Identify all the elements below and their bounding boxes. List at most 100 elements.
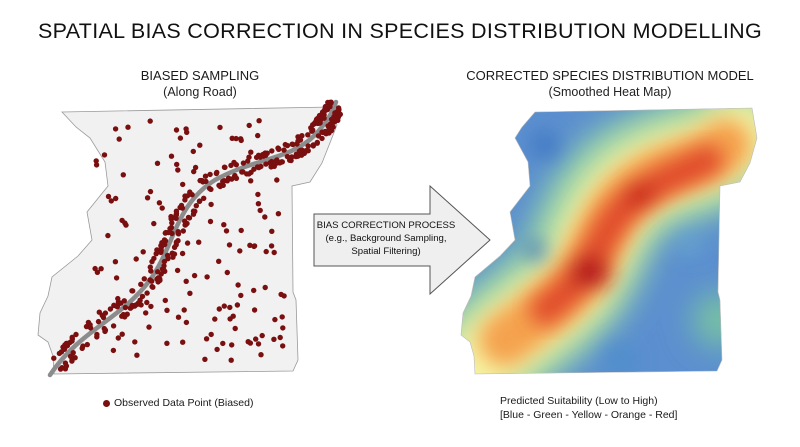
data-point (161, 258, 168, 265)
data-point (155, 269, 161, 275)
data-point (331, 117, 337, 123)
data-point (208, 331, 214, 338)
data-point (295, 138, 301, 144)
data-point (263, 248, 269, 255)
data-point (294, 151, 300, 158)
data-point (255, 341, 262, 347)
data-point (143, 310, 149, 316)
data-point (204, 274, 210, 280)
data-point (108, 198, 115, 204)
data-point (235, 282, 241, 288)
data-point (190, 148, 196, 155)
data-point (268, 164, 274, 170)
data-point (144, 299, 150, 306)
data-point (180, 181, 186, 188)
process-line-2: (e.g., Background Sampling, (325, 233, 447, 244)
data-point (203, 336, 210, 342)
data-point (178, 202, 185, 209)
left-panel-title: BIASED SAMPLING (Along Road) (60, 68, 340, 100)
data-point (112, 259, 119, 265)
data-point (279, 314, 285, 320)
data-point (190, 211, 197, 217)
data-point (280, 343, 286, 349)
data-point (269, 228, 275, 234)
data-point (196, 239, 202, 245)
data-point (268, 243, 275, 249)
data-point (298, 152, 305, 158)
data-point (162, 297, 168, 304)
data-point (259, 332, 265, 339)
data-point (154, 160, 161, 166)
data-point (174, 161, 180, 168)
data-point (317, 120, 323, 126)
data-point (321, 115, 327, 121)
data-point (280, 325, 286, 331)
data-point (51, 355, 57, 361)
data-point (221, 178, 227, 184)
data-point (303, 147, 310, 154)
data-point (238, 136, 244, 142)
data-point (80, 343, 86, 349)
data-point (127, 305, 134, 311)
data-point (203, 178, 209, 185)
data-point (162, 241, 168, 248)
data-point (162, 230, 168, 236)
data-point (174, 267, 181, 274)
data-point (217, 183, 223, 190)
left-legend: Observed Data Point (Biased) (103, 397, 253, 409)
data-point (260, 153, 266, 159)
data-point (325, 128, 332, 134)
data-point (173, 127, 180, 133)
data-point (207, 171, 213, 178)
data-point (212, 316, 218, 322)
data-point (138, 281, 144, 287)
data-point (175, 167, 181, 173)
data-point (229, 342, 235, 348)
data-point (121, 298, 128, 304)
data-point (271, 336, 277, 342)
data-point (56, 350, 63, 357)
data-point (175, 238, 181, 244)
data-point (164, 340, 170, 346)
data-point (202, 173, 209, 179)
data-point (319, 109, 326, 115)
data-point (87, 325, 94, 331)
data-point (262, 214, 268, 220)
data-point (180, 228, 186, 234)
data-point (248, 178, 254, 184)
data-point (310, 142, 316, 148)
data-point (156, 200, 163, 206)
data-point (245, 339, 251, 345)
data-point (314, 139, 320, 146)
right-panel-title: CORRECTED SPECIES DISTRIBUTION MODEL (Sm… (460, 68, 760, 100)
right-legend: Predicted Suitability (Low to High) [Blu… (500, 394, 760, 422)
page-title: SPATIAL BIAS CORRECTION IN SPECIES DISTR… (38, 19, 762, 43)
data-point (217, 124, 223, 131)
data-point (168, 153, 175, 159)
data-point (94, 334, 100, 340)
data-point (150, 284, 156, 290)
data-point (248, 169, 254, 176)
data-point (96, 309, 103, 315)
observed-data-points (51, 99, 343, 372)
data-point (147, 188, 154, 195)
data-point (181, 307, 187, 313)
right-panel-heading: CORRECTED SPECIES DISTRIBUTION MODEL (466, 68, 754, 83)
data-point (113, 195, 119, 202)
data-point (151, 220, 157, 227)
data-point (113, 275, 120, 281)
data-point (253, 154, 260, 161)
data-point (95, 318, 102, 325)
data-point (70, 350, 76, 356)
data-point (168, 213, 174, 220)
data-point (105, 193, 112, 200)
data-point (144, 290, 150, 296)
data-point (277, 160, 283, 166)
data-point (238, 227, 244, 234)
data-point (149, 278, 155, 284)
data-point (111, 302, 117, 309)
data-point (110, 347, 117, 354)
data-point (277, 334, 283, 341)
data-point (182, 218, 188, 224)
data-point (85, 319, 92, 326)
